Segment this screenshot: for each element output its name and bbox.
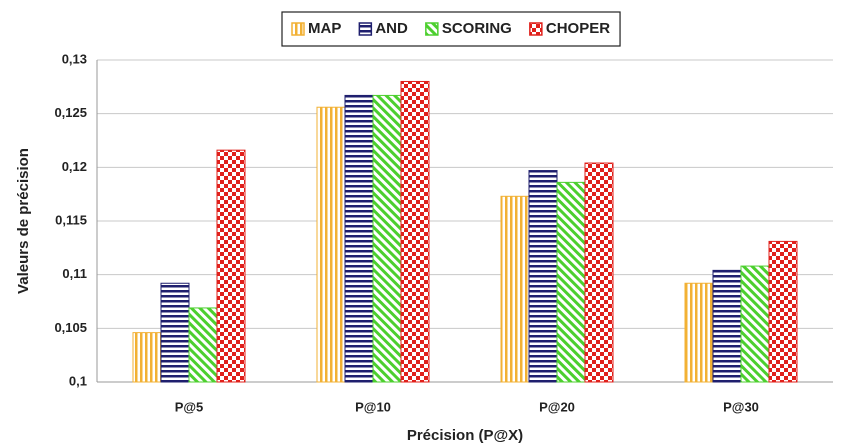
- bar: [372, 94, 402, 383]
- x-axis-title: Précision (P@X): [407, 427, 523, 444]
- y-tick-label: 0,115: [55, 212, 87, 227]
- y-tick-label: 0,11: [62, 266, 87, 281]
- legend-label: SCORING: [442, 20, 512, 37]
- bar: [684, 282, 714, 383]
- bar: [344, 94, 374, 383]
- bar: [556, 181, 586, 383]
- bar: [132, 332, 162, 383]
- bar: [528, 170, 558, 383]
- legend-label: MAP: [308, 20, 341, 37]
- bar: [400, 80, 430, 383]
- y-tick-label: 0,13: [62, 51, 87, 66]
- y-tick-label: 0,125: [54, 105, 87, 120]
- legend-swatch: [358, 22, 373, 36]
- x-tick-label: P@10: [355, 399, 391, 414]
- bar: [768, 240, 798, 383]
- bar: [712, 269, 742, 383]
- y-tick-label: 0,105: [54, 320, 87, 335]
- bar: [500, 195, 530, 383]
- bar: [160, 282, 190, 383]
- y-tick-label: 0,1: [69, 373, 87, 388]
- legend-swatch: [529, 22, 543, 36]
- legend-swatch: [291, 22, 305, 36]
- bar: [740, 265, 770, 383]
- legend-label: CHOPER: [546, 20, 610, 37]
- x-tick-label: P@30: [723, 399, 759, 414]
- x-tick-label: P@20: [539, 399, 575, 414]
- legend-swatch: [425, 22, 439, 36]
- bar: [584, 162, 614, 383]
- legend-box: [281, 11, 621, 47]
- legend-label: AND: [375, 20, 408, 37]
- bar: [188, 307, 218, 383]
- bar: [316, 106, 346, 383]
- bar: [216, 149, 246, 383]
- y-tick-label: 0,12: [62, 159, 87, 174]
- legend: MAP AND SCORING CHOPER: [281, 11, 621, 47]
- y-axis-title: Valeurs de précision: [15, 148, 32, 294]
- x-tick-label: P@5: [175, 399, 204, 414]
